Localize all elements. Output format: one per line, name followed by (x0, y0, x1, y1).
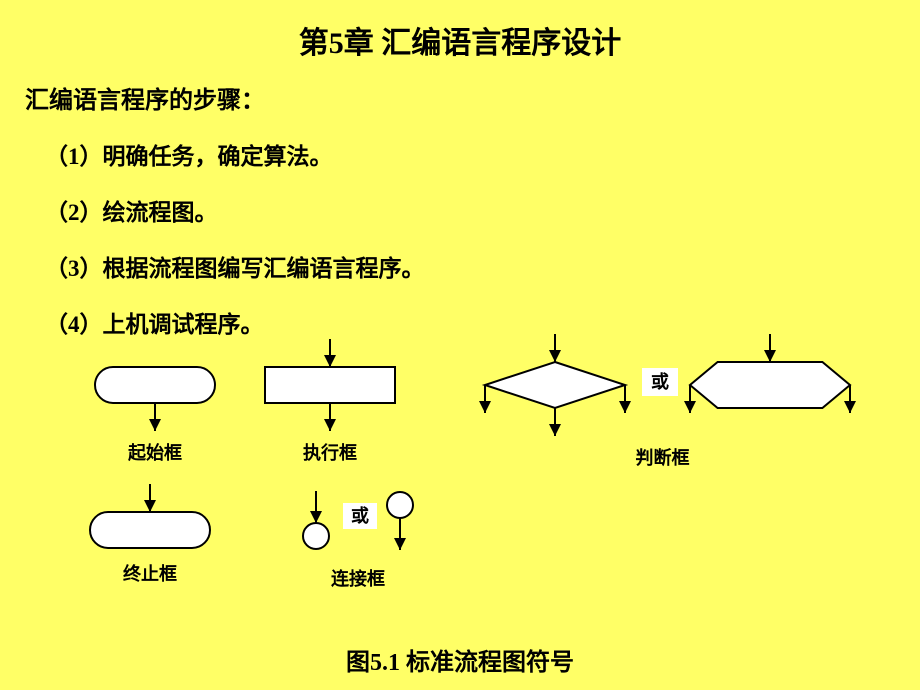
or-label-1: 或 (642, 368, 678, 396)
flowchart-shapes (0, 0, 920, 690)
caption-end: 终止框 (90, 560, 210, 586)
caption-start: 起始框 (95, 439, 215, 465)
or-label-2: 或 (343, 503, 377, 529)
caption-decision: 判断框 (603, 444, 723, 470)
caption-connector: 连接框 (298, 565, 418, 591)
caption-exec: 执行框 (270, 439, 390, 465)
figure-title: 图5.1 标准流程图符号 (0, 642, 920, 677)
